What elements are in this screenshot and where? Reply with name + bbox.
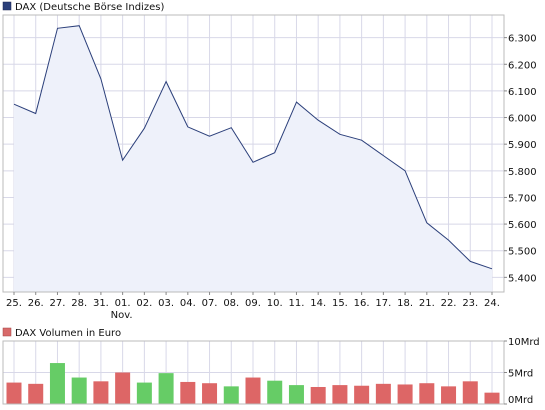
price-y-tick-label: 6.200: [508, 60, 537, 71]
volume-y-tick-label: 10Mrd: [508, 337, 540, 348]
price-panel: DAX (Deutsche Börse Indizes) 5.4005.5005…: [2, 1, 537, 321]
price-x-tick-label: 02.: [136, 298, 152, 309]
volume-bar: [310, 386, 326, 404]
volume-bar: [267, 380, 283, 404]
volume-bar: [158, 373, 174, 404]
price-x-tick-label: 31.: [93, 298, 109, 309]
volume-bar: [202, 383, 218, 404]
price-y-tick-label: 6.100: [508, 87, 537, 98]
price-legend-label: DAX (Deutsche Börse Indizes): [15, 2, 164, 13]
price-x-tick-label: 17.: [375, 298, 391, 309]
price-y-tick-label: 6.000: [508, 114, 537, 125]
volume-bar: [49, 363, 65, 404]
price-x-tick-label: 09.: [245, 298, 261, 309]
price-x-tick-label: 01.: [115, 298, 131, 309]
price-y-tick-label: 5.400: [508, 273, 537, 284]
price-x-month-label: Nov.: [111, 310, 133, 321]
volume-y-tick-label: 5Mrd: [508, 369, 533, 380]
volume-bar: [354, 385, 370, 404]
price-x-tick-label: 11.: [289, 298, 305, 309]
price-x-tick-label: 07.: [202, 298, 218, 309]
price-legend-swatch: [2, 1, 12, 11]
price-x-tick-label: 28.: [71, 298, 87, 309]
price-x-tick-label: 26.: [28, 298, 44, 309]
volume-bar: [375, 383, 391, 404]
volume-bar: [71, 377, 87, 404]
price-line: [13, 25, 493, 270]
volume-y-tick-label: 0Mrd: [508, 395, 533, 406]
price-x-tick-label: 24.: [484, 298, 500, 309]
volume-bar: [419, 383, 435, 404]
volume-bar: [332, 385, 348, 404]
price-x-tick-label: 03.: [158, 298, 174, 309]
volume-bar: [223, 386, 239, 404]
volume-bar: [28, 383, 44, 404]
volume-y-axis: 0Mrd 5Mrd 10Mrd: [504, 337, 540, 406]
price-x-tick-label: 10.: [267, 298, 283, 309]
price-x-tick-label: 18.: [397, 298, 413, 309]
price-y-tick-label: 5.700: [508, 193, 537, 204]
price-y-tick-label: 5.600: [508, 220, 537, 231]
price-y-tick-label: 5.800: [508, 167, 537, 178]
price-x-tick-label: 27.: [50, 298, 66, 309]
price-x-tick-label: 25.: [6, 298, 22, 309]
volume-bar: [245, 377, 261, 404]
volume-bar: [6, 382, 22, 404]
volume-legend-swatch: [2, 327, 12, 337]
volume-bar: [180, 381, 196, 404]
price-y-tick-label: 6.300: [508, 34, 537, 45]
price-x-tick-label: 16.: [354, 298, 370, 309]
volume-panel: DAX Volumen in Euro 0Mrd 5Mrd 10Mrd: [2, 327, 540, 406]
volume-bar: [484, 392, 500, 404]
price-y-tick-label: 5.900: [508, 140, 537, 151]
price-x-tick-label: 23.: [462, 298, 478, 309]
volume-bar: [441, 386, 457, 404]
price-x-tick-label: 15.: [332, 298, 348, 309]
volume-bars: [6, 363, 500, 404]
volume-bar: [115, 372, 131, 404]
volume-bar: [136, 382, 152, 404]
volume-bar: [93, 381, 109, 404]
price-area: [14, 25, 492, 292]
price-x-tick-label: 04.: [180, 298, 196, 309]
price-x-axis: 25. 26. 27. 28. 31. 01. 02. 03. 04. 07. 08. 09. 10. 1…: [6, 292, 500, 321]
volume-legend-label: DAX Volumen in Euro: [15, 328, 121, 339]
price-x-tick-label: 14.: [310, 298, 326, 309]
volume-bar: [397, 384, 413, 404]
price-x-tick-label: 08.: [223, 298, 239, 309]
volume-bar: [288, 385, 304, 404]
price-y-tick-label: 5.500: [508, 247, 537, 258]
price-x-tick-label: 22.: [441, 298, 457, 309]
volume-bar: [462, 381, 478, 404]
price-y-axis: 5.400 5.500 5.600 5.700 5.800 5.900 6.000 6.100…: [504, 34, 537, 284]
price-x-tick-label: 21.: [419, 298, 435, 309]
